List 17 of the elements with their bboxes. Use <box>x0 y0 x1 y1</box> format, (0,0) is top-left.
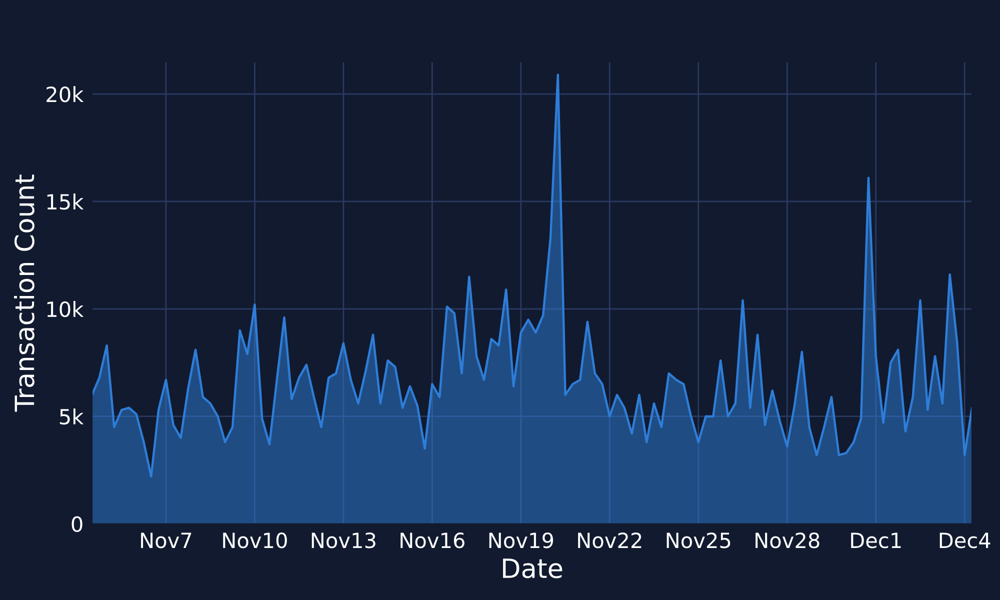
x-tick-label: Dec4 <box>940 532 990 548</box>
y-tick-label: 20k <box>46 86 84 102</box>
x-tick-label: Nov10 <box>223 532 287 548</box>
x-tick-label: Nov13 <box>312 532 376 548</box>
y-tick-label: 0 <box>72 516 82 532</box>
x-tick-label: Nov22 <box>578 532 642 548</box>
y-axis-title: Transaction Count <box>14 174 34 412</box>
x-tick-label: Nov28 <box>756 532 820 548</box>
x-tick-label: Nov19 <box>489 532 554 548</box>
x-tick-label: Nov16 <box>400 532 464 548</box>
x-axis-title: Date <box>503 558 562 578</box>
y-tick-label: 5k <box>60 408 84 425</box>
y-tick-label: 10k <box>47 301 84 318</box>
x-tick-label: Nov7 <box>141 532 192 548</box>
x-tick-label: Dec1 <box>851 532 901 548</box>
y-tick-label: 15k <box>47 194 84 210</box>
x-tick-label: Nov25 <box>666 532 730 548</box>
